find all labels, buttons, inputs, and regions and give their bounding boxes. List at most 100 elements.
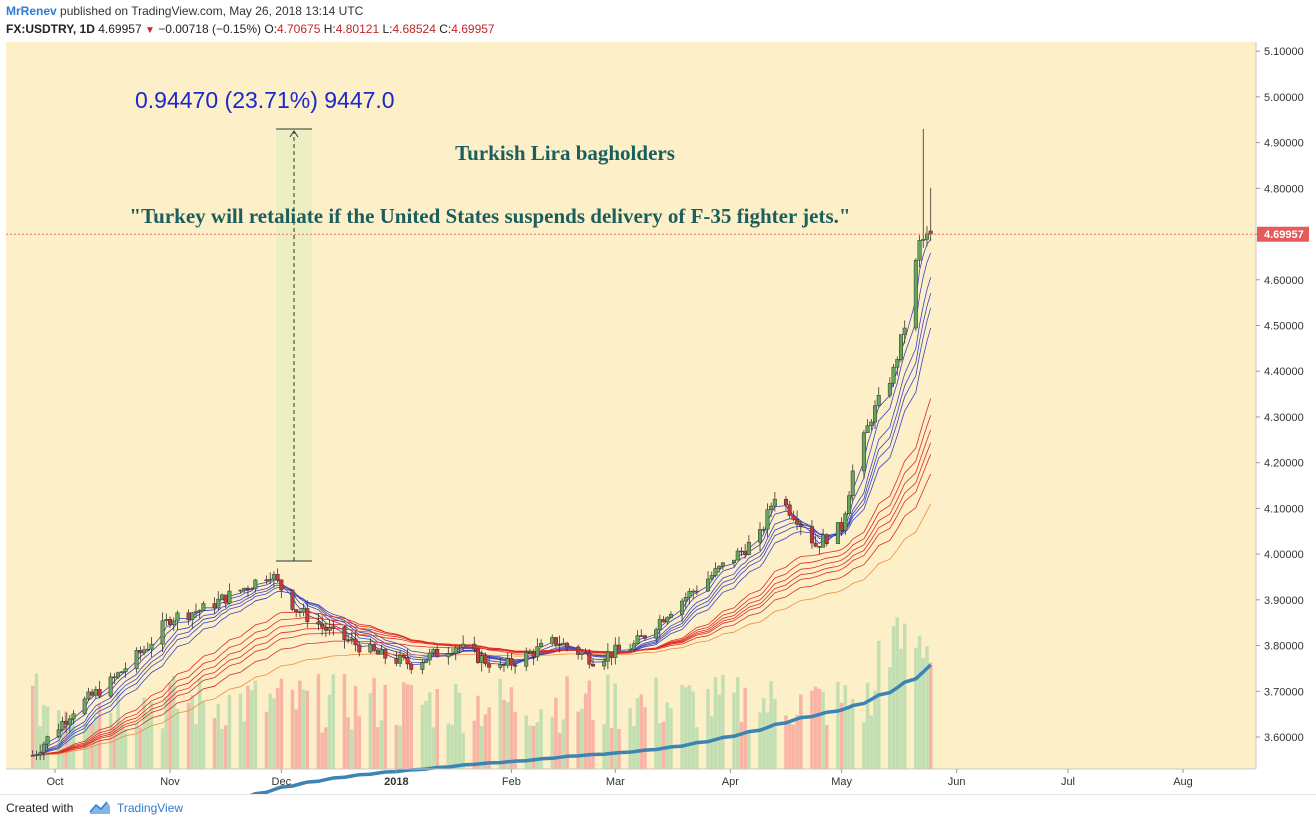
volume-bar: [146, 713, 150, 769]
volume-bar: [743, 687, 747, 769]
candle: [717, 565, 722, 573]
candle-body: [553, 637, 558, 645]
x-tick-label: Apr: [722, 776, 739, 788]
candle: [453, 645, 458, 661]
candle-body: [409, 663, 414, 670]
candle-body: [405, 657, 410, 665]
volume-bar: [190, 695, 195, 769]
candle: [171, 617, 176, 631]
volume-bar: [86, 724, 91, 769]
candle: [891, 364, 896, 387]
ma-slow-line: [32, 454, 932, 756]
volume-bar: [747, 731, 751, 769]
candle-body: [887, 383, 892, 396]
volume-bar: [112, 726, 117, 769]
volume-bar: [706, 689, 710, 769]
volume-bar: [914, 647, 918, 769]
candle: [680, 598, 685, 622]
ma-200-line: [249, 663, 932, 794]
volume-bar: [888, 667, 892, 769]
candle-body: [168, 619, 173, 625]
candle: [654, 627, 659, 643]
volume-bar: [238, 693, 243, 769]
candle: [772, 491, 777, 512]
y-tick-label: 4.40000: [1264, 366, 1304, 378]
volume-bar: [201, 701, 206, 769]
volume-bar: [691, 691, 695, 769]
volume-bar: [851, 699, 855, 769]
candle-body: [501, 664, 506, 666]
candle: [457, 645, 462, 654]
author-link[interactable]: MrRenev: [6, 4, 57, 18]
candle: [45, 735, 50, 749]
candle-body: [290, 589, 295, 610]
candle: [194, 603, 198, 619]
volume-bar: [773, 698, 777, 769]
volume-bar: [873, 690, 877, 769]
candle: [865, 419, 870, 433]
volume-bar: [576, 711, 580, 769]
volume-bar: [298, 680, 302, 769]
candle-body: [420, 662, 425, 670]
candle-body: [850, 470, 855, 496]
candle-body: [316, 621, 321, 625]
candle-body: [843, 513, 848, 531]
candle-body: [642, 635, 647, 639]
candle: [238, 589, 243, 594]
volume-bar: [123, 728, 128, 769]
candle: [327, 619, 332, 636]
volume-bar: [502, 699, 506, 769]
candle-body: [190, 612, 195, 621]
candle: [824, 533, 829, 547]
candle: [524, 647, 529, 672]
candle-body: [487, 663, 492, 668]
candle: [709, 571, 714, 582]
candle-body: [709, 575, 714, 580]
volume-bar: [483, 714, 488, 769]
candle: [60, 716, 65, 732]
candle-body: [821, 534, 826, 548]
candle-body: [628, 649, 633, 651]
candle-body: [424, 659, 429, 663]
volume-bar: [839, 702, 844, 769]
symbol-label[interactable]: FX:USDTRY, 1D: [6, 22, 95, 36]
volume-bar: [56, 710, 61, 769]
y-tick-label: 4.10000: [1264, 503, 1304, 515]
candle-body: [735, 550, 740, 561]
candle: [783, 496, 788, 511]
price-axis[interactable]: 3.60000 3.70000 3.80000 3.90000 4.00000 4.100…: [1256, 46, 1304, 744]
y-tick-label: 4.50000: [1264, 320, 1304, 332]
candle-body: [38, 752, 43, 755]
volume-bar: [472, 720, 477, 769]
x-tick-label: Oct: [46, 776, 63, 788]
candle: [535, 638, 540, 661]
volume-bar: [134, 723, 139, 769]
volume-bar: [758, 712, 762, 769]
candle-body: [798, 524, 803, 527]
chart-area[interactable]: 0.94470 (23.71%) 9447.0 Turkish Lira bag…: [0, 42, 1316, 794]
candle: [791, 510, 796, 522]
candle-body: [71, 713, 76, 720]
candle-body: [483, 655, 488, 665]
volume-bar: [539, 709, 543, 769]
volume-bar: [617, 728, 621, 769]
candle-body: [297, 611, 302, 613]
volume-bar: [346, 717, 350, 769]
time-axis[interactable]: Oct Nov Dec 2018 Feb Mar Apr May Jun Jul Aug: [46, 769, 1193, 788]
ohlc-legend: FX:USDTRY, 1D 4.69957 ▼ −0.00718 (−0.15%…: [6, 22, 495, 36]
candle-body: [531, 652, 536, 658]
price-chart[interactable]: 0.94470 (23.71%) 9447.0 Turkish Lira bag…: [0, 42, 1316, 794]
candle-body: [550, 637, 555, 644]
volume-bar: [680, 684, 684, 769]
low-value: 4.68524: [392, 22, 436, 36]
candle: [617, 636, 621, 650]
candle-body: [509, 658, 514, 666]
volume-bar: [917, 635, 922, 769]
volume-bar: [168, 682, 172, 769]
tradingview-link[interactable]: TradingView: [117, 801, 184, 815]
candle-body: [138, 650, 143, 654]
candle: [275, 568, 280, 583]
candle-body: [591, 664, 596, 667]
tradingview-logo-icon[interactable]: [88, 800, 112, 816]
candle-body: [609, 651, 614, 658]
